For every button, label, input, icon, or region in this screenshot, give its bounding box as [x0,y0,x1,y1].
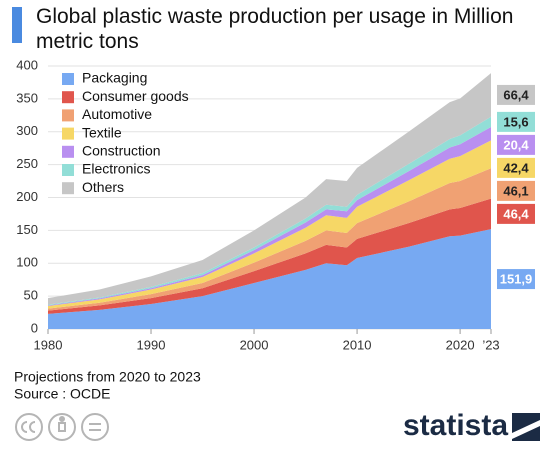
y-tick-label: 250 [16,156,38,171]
brand: statista [403,409,508,442]
legend-label: Automotive [82,106,152,122]
legend-swatch [62,109,74,122]
y-tick-label: 350 [16,90,38,105]
legend: Packaging Consumer goods Automotive Textile… [62,70,189,195]
end-label-box [497,134,535,155]
legend-label: Electronics [82,161,150,177]
x-tick-label: 2010 [343,337,372,352]
y-tick-label: 50 [24,288,38,303]
end-label-box [497,203,535,224]
end-label-box [497,180,535,201]
legend-label: Consumer goods [82,88,189,104]
end-label-box [497,157,535,178]
end-label: 46,1 [503,183,528,198]
brand-logo [512,413,540,441]
source: Source : OCDE [14,386,110,402]
y-tick-label: 150 [16,222,38,237]
area [48,229,491,329]
legend-swatch [62,145,74,158]
legend-swatch [62,164,74,176]
end-labels: 66,4 15,6 20,4 42,4 46,1 46,4 151,9 [497,84,535,290]
y-tick-label: 400 [16,57,38,72]
end-label: 42,4 [503,160,529,175]
y-tick-label: 200 [16,189,38,204]
y-tick-label: 300 [16,123,38,138]
end-label: 15,6 [503,114,528,129]
areas [48,73,491,329]
end-label-box [497,84,535,105]
legend-swatch [62,91,74,104]
end-label-box [497,111,535,132]
title-accent [12,7,22,43]
legend-swatch [62,182,74,195]
x-tick-label: 1990 [137,337,166,352]
x-tick-label: ’23 [482,337,499,352]
legend-swatch [62,73,74,85]
x-tick-label: 2000 [240,337,269,352]
chart-title: Global plastic waste production per usag… [36,5,514,53]
legend-label: Textile [82,124,122,140]
x-tick-label: 2020 [446,337,475,352]
end-label: 20,4 [503,137,529,152]
end-label: 151,9 [500,272,533,287]
end-label: 66,4 [503,87,529,102]
legend-label: Others [82,179,124,195]
end-label-box [497,269,535,290]
end-label: 46,4 [503,206,529,221]
legend-label: Construction [82,143,161,159]
axes: 0 50 100 150 200 250 300 350 400 1980 1990 2000 2010… [16,57,499,352]
legend-swatch [62,127,74,140]
license-icons [15,413,109,441]
y-tick-label: 0 [31,320,38,335]
x-tick-label: 1980 [34,337,63,352]
note: Projections from 2020 to 2023 [14,369,201,385]
legend-label: Packaging [82,70,147,86]
y-tick-label: 100 [16,255,38,270]
